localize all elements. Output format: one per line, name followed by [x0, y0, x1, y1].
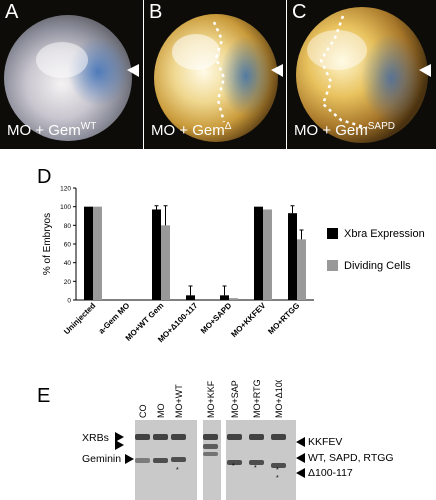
x-category-label: Uninjected [62, 301, 97, 336]
arrowhead-icon [296, 453, 305, 463]
arrowhead-icon [271, 64, 283, 77]
gel-lane-label: CO [138, 405, 148, 419]
embryo-panel-c: C MO + GemSAPD [287, 0, 436, 149]
x-category-label: MO+KKFEV [229, 301, 267, 339]
arrowhead-icon [296, 468, 305, 478]
arrowhead-icon [115, 440, 124, 450]
embryo-image-b [154, 14, 283, 142]
gel-panel-letter: E [37, 385, 51, 407]
gel-band [249, 460, 264, 465]
caption-main: MO + Gem [151, 122, 225, 139]
legend-swatch [327, 260, 338, 271]
gel-lane-label: MO+Δ100-117 [274, 380, 284, 418]
gel-asterisk-mark: * [276, 475, 279, 482]
bar [186, 295, 195, 300]
gel-band [153, 434, 168, 440]
gel-band [271, 434, 286, 440]
y-axis-label: % of Embryos [42, 213, 53, 275]
bar [220, 295, 229, 300]
gel-label-kkfev: KKFEV [308, 436, 343, 448]
panel-caption: MO + GemΔ [151, 119, 231, 139]
caption-superscript: SAPD [367, 121, 395, 132]
gel-band [135, 434, 150, 440]
embryo-image-a [4, 15, 139, 141]
bar-chart: 0 20 40 60 80 100 120 % of Embryos Uninjected a-G… [42, 186, 314, 344]
chart-panel-letter: D [37, 166, 52, 188]
panel-caption: MO + GemSAPD [294, 119, 395, 139]
y-tick-label: 80 [64, 223, 72, 230]
dashed-boundary-line [212, 21, 226, 123]
arrowhead-icon [115, 432, 124, 442]
embryo-panel-b: B MO + GemΔ [144, 0, 286, 149]
gel-asterisk-mark: * [232, 463, 235, 470]
arrowhead-icon [127, 64, 139, 77]
bar [161, 225, 170, 300]
gel-label-xrbs: XRBs [82, 432, 109, 444]
gel-blot-strip [203, 420, 221, 500]
gel-band [203, 434, 218, 440]
gel-band [171, 457, 186, 462]
arrowhead-icon [419, 64, 431, 77]
caption-main: MO + Gem [7, 122, 81, 139]
gel-asterisk-mark: * [276, 467, 279, 474]
panel-letter: C [292, 1, 307, 23]
panel-letter: A [5, 1, 19, 23]
gel-asterisk-mark: * [176, 467, 179, 474]
gel-band [153, 458, 168, 463]
bar [229, 298, 238, 300]
y-tick-label: 0 [67, 298, 71, 305]
bar [93, 206, 102, 300]
caption-superscript: Δ [224, 121, 232, 132]
legend-item-xbra: Xbra Expression [327, 228, 425, 240]
y-tick-label: 120 [60, 186, 71, 193]
y-tick-label: 100 [60, 204, 71, 211]
gel-band [171, 434, 186, 440]
bar [297, 239, 306, 300]
panel-caption: MO + GemWT [7, 119, 96, 139]
x-category-label: a-Gem MO [97, 301, 132, 336]
gel-band [227, 460, 242, 465]
gel-lane-label: MO [156, 404, 166, 419]
gel-band [271, 463, 286, 468]
gel-lane-label: MO+KKFEV [206, 380, 216, 418]
legend-label: Xbra Expression [344, 228, 425, 240]
bar [288, 213, 297, 300]
bar [263, 209, 272, 300]
gel-band [203, 444, 218, 449]
panel-letter: B [149, 1, 163, 23]
caption-main: MO + Gem [294, 122, 368, 139]
gel-asterisk-mark: * [254, 465, 257, 472]
gel-label-geminin: Geminin [82, 453, 122, 465]
gel-lane-label: MO+WT [174, 384, 184, 418]
gel-lane-label: MO+SAPD [230, 380, 240, 418]
bar [152, 209, 161, 300]
arrowhead-icon [296, 437, 305, 447]
gel-band [135, 458, 150, 463]
gel-band [203, 452, 218, 456]
legend-label: Dividing Cells [344, 260, 411, 272]
y-tick-label: 60 [64, 242, 72, 249]
bar [84, 206, 93, 300]
gel-lane-label: MO+RTGG [252, 380, 262, 418]
arrowhead-icon [125, 454, 134, 464]
embryo-image-c [296, 7, 431, 143]
gel-band [227, 434, 242, 440]
x-category-label: MO+SAPD [199, 301, 234, 336]
western-blot: CO MO MO+WT MO+KKFEV MO+SAPD MO+RTGG MO+Δ100-1… [135, 380, 296, 500]
embryo-panel-a: A MO + GemWT [0, 0, 143, 149]
x-category-label: MO+RTGG [266, 301, 301, 336]
legend-item-dividing: Dividing Cells [327, 260, 411, 272]
caption-superscript: WT [80, 121, 97, 132]
gel-band [249, 434, 264, 440]
gel-label-wt-sapd-rtgg: WT, SAPD, RTGG [308, 452, 394, 464]
gel-label-delta100-117: Δ100-117 [308, 467, 353, 479]
y-tick-label: 40 [64, 260, 72, 267]
dashed-boundary-line [319, 15, 368, 130]
bar [254, 206, 263, 300]
legend-swatch [327, 228, 338, 239]
y-tick-label: 20 [64, 279, 72, 286]
